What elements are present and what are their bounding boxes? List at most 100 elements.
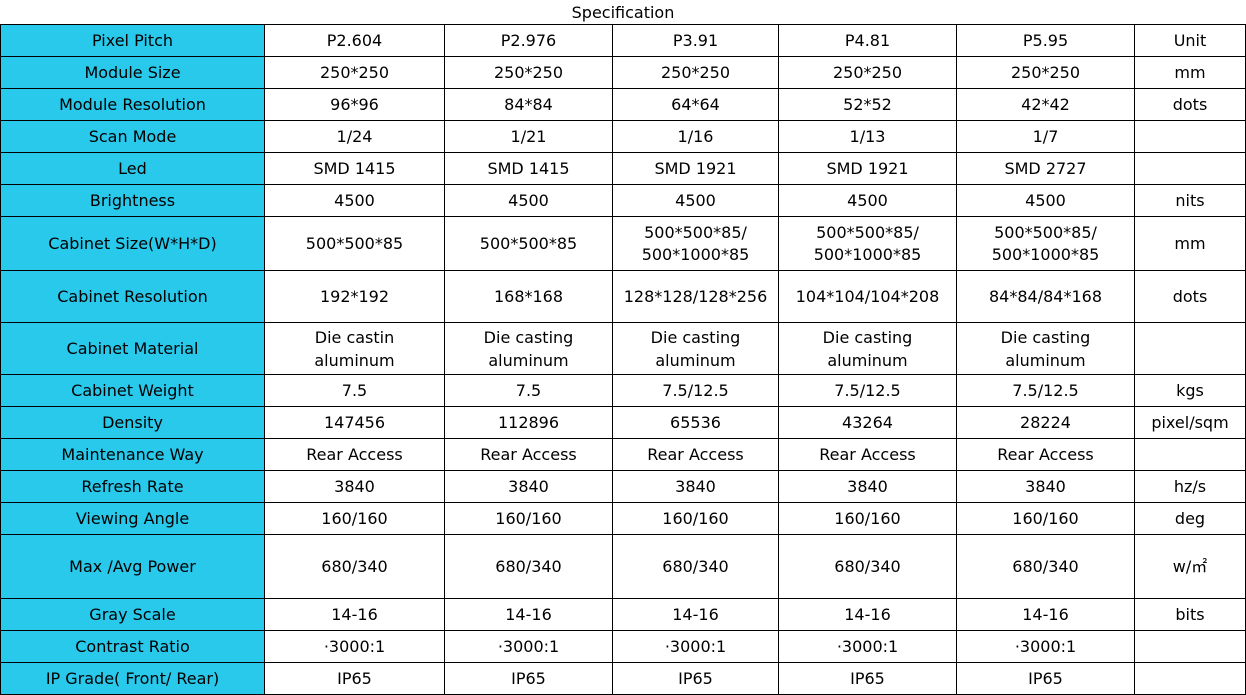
value-text: 128*128/128*256 (623, 287, 768, 306)
table-row: IP Grade( Front/ Rear) IP65 IP65 IP65 IP65 IP… (0, 662, 1246, 695)
table-row: Module Size 250*250 250*250 250*250 250*250 2… (0, 56, 1246, 89)
value-cell: IP65 (612, 662, 779, 695)
table-row: Viewing Angle 160/160 160/160 160/160 160/16… (0, 502, 1246, 535)
row-label: Cabinet Material (0, 322, 265, 375)
value-cell: IP65 (956, 662, 1135, 695)
value-cell: Die castin aluminum (264, 322, 445, 375)
value-text: SMD 1415 (313, 159, 396, 178)
value-cell: 160/160 (444, 502, 613, 535)
value-text: 4500 (675, 191, 716, 210)
value-cell: ·3000:1 (444, 630, 613, 663)
table-row: Scan Mode 1/24 1/21 1/16 1/13 1/7 (0, 120, 1246, 153)
unit-cell: dots (1134, 270, 1246, 323)
value-cell: 250*250 (612, 56, 779, 89)
value-cell: Rear Access (444, 438, 613, 471)
value-cell: Die casting aluminum (956, 322, 1135, 375)
value-text: Rear Access (819, 445, 916, 464)
row-label: Scan Mode (0, 120, 265, 153)
value-text: Die casting aluminum (650, 327, 741, 370)
row-label: Contrast Ratio (0, 630, 265, 663)
unit-cell: mm (1134, 56, 1246, 89)
unit-cell: mm (1134, 216, 1246, 271)
value-text: 3840 (508, 477, 549, 496)
value-cell: 500*500*85/ 500*1000*85 (612, 216, 779, 271)
value-text: ·3000:1 (1014, 637, 1077, 656)
value-text: 147456 (323, 413, 386, 432)
row-label: Cabinet Resolution (0, 270, 265, 323)
value-cell: 7.5/12.5 (612, 374, 779, 407)
value-text: 1/21 (510, 127, 547, 146)
value-cell: Rear Access (956, 438, 1135, 471)
value-text: 7.5/12.5 (662, 381, 729, 400)
value-cell: 3840 (264, 470, 445, 503)
value-text: Die casting aluminum (1000, 327, 1091, 370)
value-text: ·3000:1 (497, 637, 560, 656)
value-cell: 7.5 (444, 374, 613, 407)
value-text: SMD 1921 (826, 159, 909, 178)
value-text: 7.5/12.5 (1012, 381, 1079, 400)
value-cell: 250*250 (264, 56, 445, 89)
value-cell: 7.5 (264, 374, 445, 407)
value-text: 14-16 (672, 605, 719, 624)
unit-cell: deg (1134, 502, 1246, 535)
value-text: 14-16 (505, 605, 552, 624)
unit-cell: pixel/sqm (1134, 406, 1246, 439)
row-label: Density (0, 406, 265, 439)
header-row: Pixel Pitch P2.604 P2.976 P3.91 P4.81 P5… (0, 24, 1246, 57)
value-text: ·3000:1 (323, 637, 386, 656)
value-text: Die castin aluminum (314, 327, 395, 370)
value-cell: 84*84 (444, 88, 613, 121)
sheet-title: Specification (571, 3, 675, 22)
unit-cell: bits (1134, 598, 1246, 631)
value-cell: 500*500*85 (444, 216, 613, 271)
value-cell: 1/13 (778, 120, 957, 153)
value-cell: 43264 (778, 406, 957, 439)
value-cell: 1/7 (956, 120, 1135, 153)
value-text: 680/340 (1012, 557, 1079, 576)
value-cell: 3840 (778, 470, 957, 503)
value-cell: 680/340 (956, 534, 1135, 599)
value-cell: 28224 (956, 406, 1135, 439)
row-label: Cabinet Weight (0, 374, 265, 407)
value-cell: 96*96 (264, 88, 445, 121)
value-cell: 160/160 (956, 502, 1135, 535)
table-row: Density 147456 112896 65536 43264 28224 pixel/… (0, 406, 1246, 439)
value-text: 4500 (847, 191, 888, 210)
value-text: IP65 (1028, 669, 1063, 688)
value-cell: 1/21 (444, 120, 613, 153)
spec-table: Pixel Pitch P2.604 P2.976 P3.91 P4.81 P5… (0, 24, 1246, 695)
value-text: 3840 (1025, 477, 1066, 496)
value-cell: 42*42 (956, 88, 1135, 121)
value-text: 1/16 (677, 127, 714, 146)
value-cell: 680/340 (264, 534, 445, 599)
value-cell: 500*500*85/ 500*1000*85 (956, 216, 1135, 271)
value-text: 500*500*85 (305, 233, 404, 253)
table-row: Refresh Rate 3840 3840 3840 3840 3840 hz/s (0, 470, 1246, 503)
value-cell: 7.5/12.5 (956, 374, 1135, 407)
value-text: 4500 (334, 191, 375, 210)
table-row: Cabinet Weight 7.5 7.5 7.5/12.5 7.5/12.5 7.5/… (0, 374, 1246, 407)
value-cell: SMD 2727 (956, 152, 1135, 185)
value-text: 680/340 (662, 557, 729, 576)
value-text: 112896 (497, 413, 560, 432)
value-cell: 500*500*85 (264, 216, 445, 271)
value-cell: 160/160 (612, 502, 779, 535)
value-text: 250*250 (660, 63, 731, 82)
row-label: Maintenance Way (0, 438, 265, 471)
value-text: 84*84/84*168 (988, 287, 1102, 306)
row-label: Viewing Angle (0, 502, 265, 535)
value-cell: 250*250 (444, 56, 613, 89)
value-text: 84*84 (504, 95, 553, 114)
value-cell: ·3000:1 (778, 630, 957, 663)
value-cell: IP65 (264, 662, 445, 695)
value-cell: 3840 (444, 470, 613, 503)
table-row: Contrast Ratio ·3000:1 ·3000:1 ·3000:1 ·3000… (0, 630, 1246, 663)
value-cell: 3840 (612, 470, 779, 503)
row-label: Module Resolution (0, 88, 265, 121)
value-cell: 680/340 (612, 534, 779, 599)
unit-cell: w/㎡ (1134, 534, 1246, 599)
value-cell: 1/24 (264, 120, 445, 153)
value-text: 3840 (675, 477, 716, 496)
value-text: Rear Access (997, 445, 1094, 464)
value-cell: 250*250 (778, 56, 957, 89)
